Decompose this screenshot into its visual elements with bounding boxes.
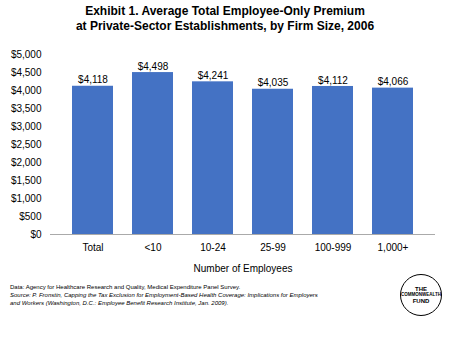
svg-text:$500: $500 — [19, 211, 42, 222]
svg-text:$5,000: $5,000 — [11, 49, 42, 60]
svg-text:$4,500: $4,500 — [11, 67, 42, 78]
svg-text:$4,241: $4,241 — [198, 70, 229, 81]
html-text:and Workers (Washington, D.C.:: and Workers (Washington, D.C.: Employee … — [10, 300, 229, 306]
html-text:COMMONWEALTH: COMMONWEALTH — [401, 292, 441, 297]
svg-text:$0: $0 — [30, 229, 42, 240]
svg-text:$4,000: $4,000 — [11, 85, 42, 96]
svg-text:100-999: 100-999 — [315, 242, 352, 253]
html-text:Exhibit 1. Average Total Emplo: Exhibit 1. Average Total Employee-Only P… — [75, 4, 375, 33]
svg-text:$4,066: $4,066 — [378, 76, 409, 87]
svg-text:25-99: 25-99 — [260, 242, 286, 253]
svg-text:$2,500: $2,500 — [11, 139, 42, 150]
svg-text:$4,118: $4,118 — [78, 74, 108, 85]
svg-text:<10: <10 — [145, 242, 162, 253]
svg-text:$1,500: $1,500 — [11, 175, 42, 186]
html-text:THE: THE — [415, 286, 427, 292]
svg-text:$4,112: $4,112 — [318, 75, 348, 86]
html-text:FUND: FUND — [412, 298, 430, 304]
html-text:Data: Agency for Healthcare Re: Data: Agency for Healthcare Research and… — [10, 284, 241, 290]
svg-text:$3,000: $3,000 — [11, 121, 42, 132]
svg-text:$1,000: $1,000 — [11, 193, 42, 204]
svg-text:$3,500: $3,500 — [11, 103, 42, 114]
svg-text:$4,035: $4,035 — [258, 77, 289, 88]
svg-text:$2,000: $2,000 — [11, 157, 42, 168]
svg-text:Number of Employees: Number of Employees — [194, 263, 293, 274]
svg-text:10-24: 10-24 — [200, 242, 226, 253]
svg-text:1,000+: 1,000+ — [378, 242, 409, 253]
svg-text:Total: Total — [82, 242, 103, 253]
svg-text:$4,498: $4,498 — [138, 61, 169, 72]
html-text:Source: P. Fronstin, Capping t: Source: P. Fronstin, Capping the Tax Exc… — [10, 292, 318, 298]
